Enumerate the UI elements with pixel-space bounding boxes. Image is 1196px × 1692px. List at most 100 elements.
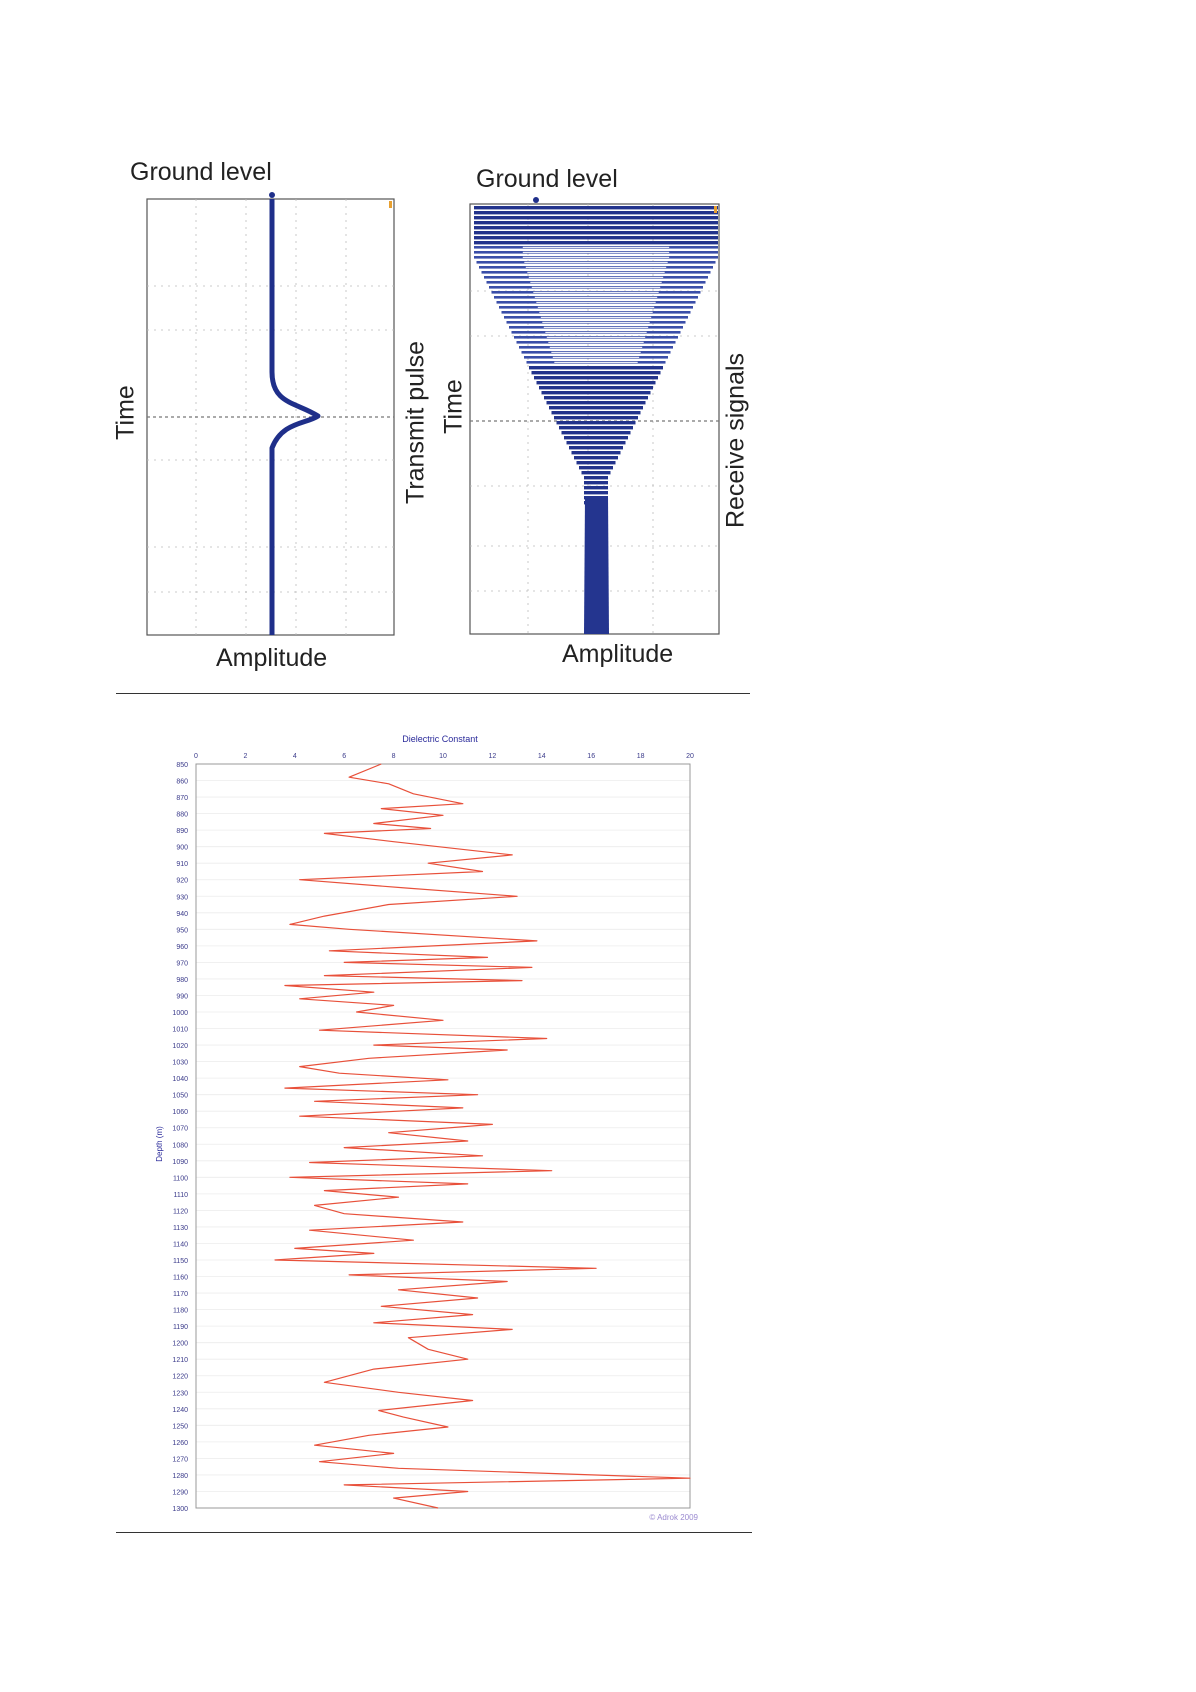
left-panel-ground-level-label: Ground level bbox=[130, 158, 272, 186]
receive-band bbox=[576, 461, 616, 465]
y-tick-label: 1220 bbox=[172, 1374, 188, 1381]
section-divider-bottom bbox=[116, 1532, 752, 1533]
y-tick-label: 900 bbox=[176, 845, 188, 852]
y-tick-label: 1000 bbox=[172, 1010, 188, 1017]
y-tick-label: 1050 bbox=[172, 1093, 188, 1100]
receive-band-highlight bbox=[528, 276, 664, 278]
receive-signal-column bbox=[584, 496, 609, 634]
receive-band bbox=[474, 211, 718, 215]
transmit-pulse-plot bbox=[146, 192, 395, 636]
receive-band-highlight bbox=[531, 286, 661, 288]
receive-band bbox=[566, 441, 626, 445]
receive-band-highlight bbox=[522, 251, 670, 253]
y-axis-ticks: 850 860 870 880 890 900 910 920 930 940 950 960 970 9… bbox=[172, 762, 188, 1513]
receive-signals-label: Receive signals bbox=[721, 352, 750, 529]
x-axis-ticks: 0 2 4 6 8 10 12 14 16 18 20 bbox=[194, 753, 694, 760]
y-tick-label: 1300 bbox=[172, 1506, 188, 1513]
y-tick-label: 1280 bbox=[172, 1473, 188, 1480]
receive-band-highlight bbox=[542, 321, 650, 323]
y-tick-label: 1200 bbox=[172, 1341, 188, 1348]
receive-band bbox=[549, 406, 643, 410]
y-tick-label: 1270 bbox=[172, 1456, 188, 1463]
receive-band bbox=[571, 451, 621, 455]
receive-band bbox=[474, 226, 718, 230]
receive-band-highlight bbox=[554, 361, 638, 363]
receive-band-highlight bbox=[549, 346, 643, 348]
x-tick-label: 6 bbox=[342, 753, 346, 760]
y-tick-label: 1120 bbox=[173, 1208, 188, 1215]
receive-band bbox=[584, 486, 608, 490]
transmit-pulse-trace bbox=[269, 199, 321, 635]
y-tick-label: 980 bbox=[176, 977, 188, 984]
y-tick-label: 960 bbox=[176, 944, 188, 951]
receive-band bbox=[474, 241, 718, 245]
x-tick-label: 20 bbox=[686, 753, 694, 760]
receive-band bbox=[541, 391, 651, 395]
copyright-text: © Adrok 2009 bbox=[649, 1513, 698, 1522]
y-tick-label: 990 bbox=[176, 993, 188, 1000]
receive-band-highlight bbox=[534, 296, 658, 298]
y-tick-label: 1250 bbox=[172, 1423, 188, 1430]
receive-band-highlight bbox=[552, 356, 640, 358]
y-tick-label: 1090 bbox=[172, 1159, 188, 1166]
y-tick-label: 1040 bbox=[172, 1076, 188, 1083]
receive-band bbox=[474, 206, 718, 210]
receive-band-highlight bbox=[537, 306, 655, 308]
receive-band-highlight bbox=[546, 336, 646, 338]
y-tick-label: 1230 bbox=[172, 1390, 188, 1397]
dielectric-depth-chart: Dielectric Constant 0 2 4 6 8 10 12 14 16 18 20 85… bbox=[155, 734, 699, 1522]
receive-band-highlight bbox=[545, 331, 647, 333]
x-tick-label: 0 bbox=[194, 753, 198, 760]
y-tick-label: 1070 bbox=[172, 1126, 188, 1133]
section-divider-top bbox=[116, 693, 750, 694]
receive-band bbox=[559, 426, 633, 430]
receive-band-highlight bbox=[522, 256, 670, 258]
receive-band bbox=[579, 466, 613, 470]
receive-band bbox=[581, 471, 611, 475]
y-tick-label: 1060 bbox=[172, 1109, 188, 1116]
right-panel-time-label: Time bbox=[439, 379, 468, 434]
receive-band bbox=[534, 376, 658, 380]
receive-band-highlight bbox=[536, 301, 656, 303]
right-panel-amplitude-label: Amplitude bbox=[562, 640, 674, 668]
y-tick-label: 1150 bbox=[173, 1258, 188, 1265]
x-tick-label: 8 bbox=[392, 753, 396, 760]
receive-band bbox=[529, 366, 663, 370]
receive-signals-plot bbox=[469, 197, 720, 635]
receive-band bbox=[546, 401, 646, 405]
receive-band bbox=[544, 396, 648, 400]
y-tick-label: 1260 bbox=[172, 1440, 188, 1447]
chart-grid bbox=[196, 763, 690, 1509]
y-tick-label: 930 bbox=[176, 894, 188, 901]
y-tick-label: 940 bbox=[176, 911, 188, 918]
y-tick-label: 850 bbox=[176, 762, 188, 769]
y-tick-label: 1160 bbox=[173, 1275, 188, 1282]
receive-band bbox=[539, 386, 653, 390]
receive-band bbox=[556, 421, 636, 425]
receive-band bbox=[564, 436, 628, 440]
y-tick-label: 1240 bbox=[172, 1407, 188, 1414]
y-tick-label: 1020 bbox=[172, 1043, 188, 1050]
receive-band-highlight bbox=[524, 261, 668, 263]
x-tick-label: 2 bbox=[243, 753, 247, 760]
chart-title: Dielectric Constant bbox=[402, 734, 478, 744]
y-tick-label: 920 bbox=[176, 878, 188, 885]
y-tick-label: 1110 bbox=[173, 1192, 188, 1199]
y-tick-label: 1030 bbox=[172, 1060, 188, 1067]
receive-band bbox=[551, 411, 641, 415]
receive-band-highlight bbox=[525, 266, 667, 268]
receive-band bbox=[569, 446, 623, 450]
receive-band-highlight bbox=[548, 341, 644, 343]
y-tick-label: 1170 bbox=[173, 1291, 188, 1298]
receive-band-highlight bbox=[522, 246, 670, 248]
y-tick-label: 1190 bbox=[173, 1324, 188, 1331]
y-tick-label: 970 bbox=[176, 960, 188, 967]
y-tick-label: 1100 bbox=[173, 1175, 188, 1182]
y-tick-label: 1210 bbox=[172, 1357, 188, 1364]
dielectric-trace bbox=[274, 763, 691, 1509]
receive-band bbox=[474, 236, 718, 240]
receive-band-highlight bbox=[551, 351, 641, 353]
receive-band bbox=[584, 481, 608, 485]
receive-band bbox=[584, 476, 608, 480]
x-tick-label: 18 bbox=[637, 753, 645, 760]
